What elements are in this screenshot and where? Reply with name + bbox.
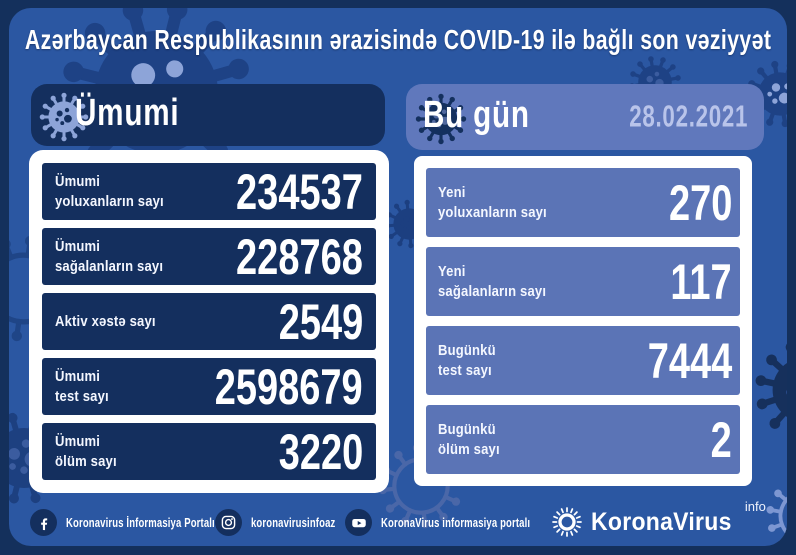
stat-label-line: Yeni bbox=[438, 263, 466, 280]
stat-value: 234537 bbox=[236, 163, 363, 220]
stat-value: 270 bbox=[668, 174, 732, 231]
stat-row-today-tests: Bugünkü test sayı 7444 bbox=[426, 326, 740, 395]
stat-label-line: test sayı bbox=[438, 361, 492, 379]
stat-label: Bugünkü test sayı bbox=[438, 341, 496, 380]
stat-row-new-infected: Yeni yoluxanların sayı 270 bbox=[426, 168, 740, 237]
stat-value: 7444 bbox=[647, 332, 732, 389]
stat-label: Aktiv xəstə sayı bbox=[55, 312, 156, 332]
stat-label-line: test sayı bbox=[55, 387, 109, 405]
koronavirus-logo: KoronaVirus info bbox=[551, 499, 766, 538]
stat-label: Yeni sağalanların sayı bbox=[438, 262, 546, 301]
stat-row-new-recovered: Yeni sağalanların sayı 117 bbox=[426, 247, 740, 316]
youtube-link[interactable]: KoronaVirus informasiya portalı bbox=[345, 509, 577, 536]
page-title: Azərbaycan Respublikasının ərazisində CO… bbox=[24, 24, 772, 55]
stat-value: 228768 bbox=[236, 228, 363, 285]
stat-row-total-recovered: Ümumi sağalanların sayı 228768 bbox=[42, 228, 376, 285]
today-stats-card: Yeni yoluxanların sayı 270 Yeni sağalanl… bbox=[414, 156, 752, 486]
panel-header-total: Ümumi bbox=[31, 84, 385, 146]
stat-label-line: ölüm sayı bbox=[438, 440, 500, 458]
stat-row-active-cases: Aktiv xəstə sayı 2549 bbox=[42, 293, 376, 350]
instagram-icon bbox=[215, 509, 242, 536]
stat-row-today-deaths: Bugünkü ölüm sayı 2 bbox=[426, 405, 740, 474]
total-stats-card: Ümumi yoluxanların sayı 234537 Ümumi sağ… bbox=[29, 150, 389, 493]
stat-label-line: Aktiv xəstə sayı bbox=[55, 312, 156, 330]
stat-label: Ümumi ölüm sayı bbox=[55, 432, 117, 471]
report-date: 28.02.2021 bbox=[629, 98, 748, 134]
stat-label-line: yoluxanların sayı bbox=[438, 203, 547, 221]
stat-label-line: sağalanların sayı bbox=[55, 257, 164, 275]
stat-label-line: Bugünkü bbox=[438, 421, 496, 438]
facebook-icon bbox=[30, 509, 57, 536]
panel-header-today: Bu gün 28.02.2021 bbox=[406, 84, 764, 150]
stat-label-line: Yeni bbox=[438, 184, 466, 201]
stat-label: Ümumi test sayı bbox=[55, 367, 109, 406]
stat-value: 2549 bbox=[278, 293, 363, 350]
stat-row-total-deaths: Ümumi ölüm sayı 3220 bbox=[42, 423, 376, 480]
stat-label-line: Ümumi bbox=[55, 238, 101, 255]
stat-label: Bugünkü ölüm sayı bbox=[438, 420, 500, 459]
stat-label-line: yoluxanların sayı bbox=[55, 192, 164, 210]
stat-label-line: Bugünkü bbox=[438, 342, 496, 359]
stat-label: Ümumi yoluxanların sayı bbox=[55, 172, 164, 211]
stat-label-line: Ümumi bbox=[55, 173, 101, 190]
koronavirus-logo-superscript: info bbox=[744, 498, 766, 514]
stat-value: 2598679 bbox=[215, 358, 363, 415]
panel-header-total-label: Ümumi bbox=[75, 91, 180, 134]
stat-label-line: Ümumi bbox=[55, 368, 101, 385]
stat-value: 2 bbox=[710, 411, 732, 468]
koronavirus-logo-icon bbox=[551, 506, 583, 538]
title-bar: Azərbaycan Respublikasının ərazisində CO… bbox=[0, 24, 796, 56]
instagram-link[interactable]: koronavirusinfoaz bbox=[215, 509, 362, 536]
stat-label-line: ölüm sayı bbox=[55, 452, 117, 470]
youtube-icon bbox=[345, 509, 372, 536]
stat-row-total-infected: Ümumi yoluxanların sayı 234537 bbox=[42, 163, 376, 220]
youtube-label: KoronaVirus informasiya portalı bbox=[381, 515, 531, 530]
stat-label-line: sağalanların sayı bbox=[438, 282, 547, 300]
stat-row-total-tests: Ümumi test sayı 2598679 bbox=[42, 358, 376, 415]
instagram-label: koronavirusinfoaz bbox=[251, 515, 336, 530]
panel-header-today-label: Bu gün bbox=[423, 93, 530, 136]
facebook-label: Koronavirus İnformasiya Portalı bbox=[66, 515, 215, 530]
koronavirus-logo-text: KoronaVirus bbox=[591, 507, 732, 536]
stat-label-line: Ümumi bbox=[55, 433, 101, 450]
stat-label: Ümumi sağalanların sayı bbox=[55, 237, 163, 276]
stat-value: 117 bbox=[670, 253, 732, 310]
stat-label: Yeni yoluxanların sayı bbox=[438, 183, 547, 222]
stat-value: 3220 bbox=[278, 423, 363, 480]
